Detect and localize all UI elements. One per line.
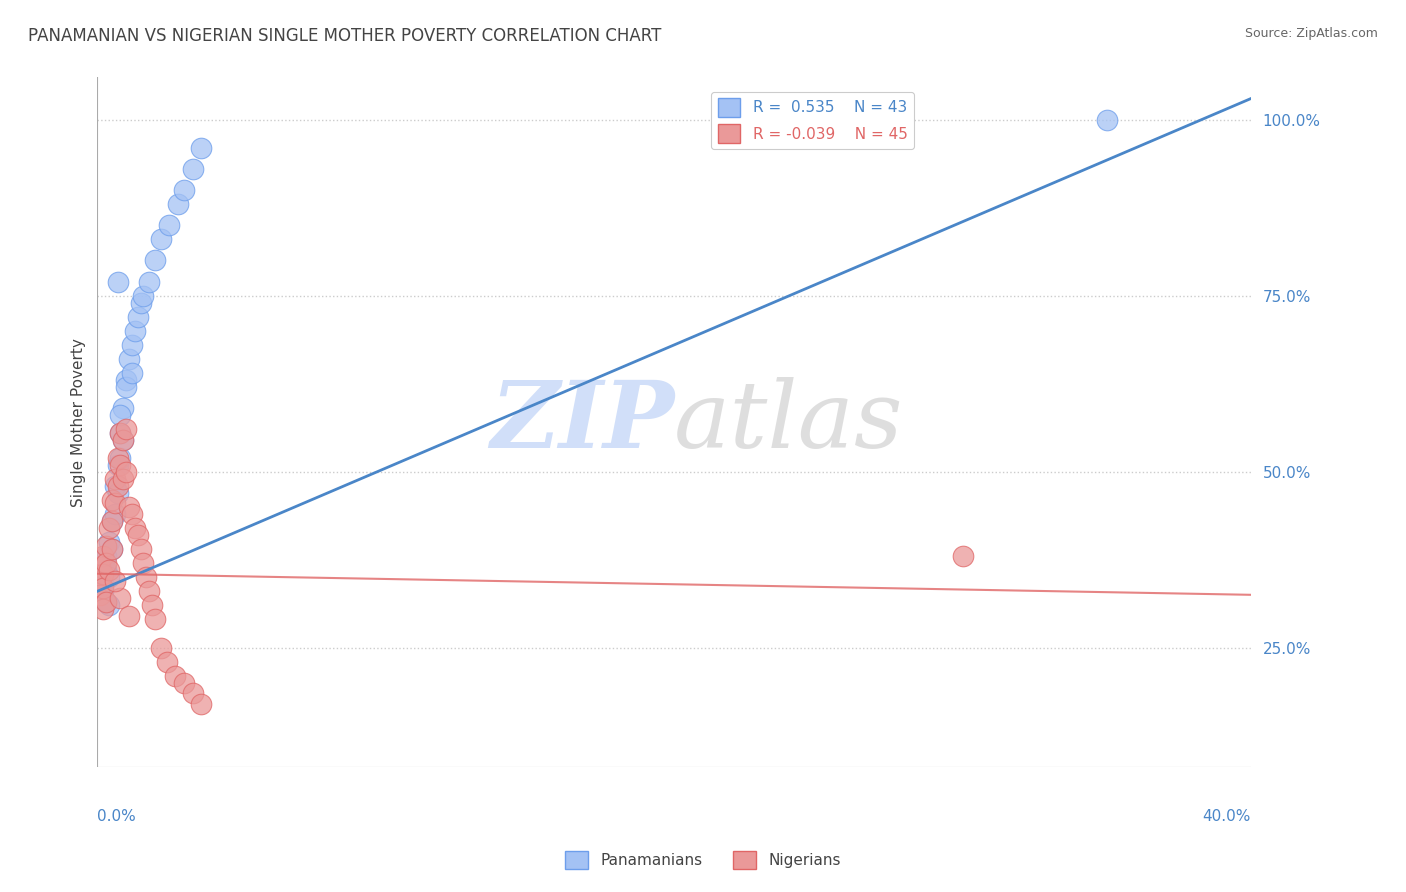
Point — [181, 161, 204, 176]
Point — [89, 588, 111, 602]
Point — [89, 581, 111, 595]
Point — [1095, 112, 1118, 127]
Point — [94, 556, 117, 570]
Point — [107, 450, 129, 465]
Text: ZIP: ZIP — [489, 377, 673, 467]
Point — [167, 197, 190, 211]
Point — [173, 675, 195, 690]
Point — [104, 496, 127, 510]
Point — [110, 425, 132, 440]
Point — [91, 566, 114, 581]
Point — [89, 566, 111, 581]
Point — [97, 599, 120, 613]
Point — [132, 556, 155, 570]
Point — [110, 591, 132, 606]
Point — [91, 584, 114, 599]
Point — [100, 492, 122, 507]
Point — [121, 366, 143, 380]
Point — [138, 584, 160, 599]
Point — [100, 542, 122, 557]
Point — [124, 521, 146, 535]
Point — [118, 500, 141, 514]
Point — [149, 232, 172, 246]
Point — [143, 253, 166, 268]
Point — [115, 422, 138, 436]
Point — [91, 577, 114, 591]
Point — [91, 602, 114, 616]
Point — [181, 686, 204, 700]
Point — [121, 338, 143, 352]
Point — [110, 409, 132, 423]
Point — [91, 591, 114, 606]
Point — [112, 472, 135, 486]
Point — [115, 380, 138, 394]
Point — [155, 655, 177, 669]
Point — [104, 507, 127, 521]
Text: PANAMANIAN VS NIGERIAN SINGLE MOTHER POVERTY CORRELATION CHART: PANAMANIAN VS NIGERIAN SINGLE MOTHER POV… — [28, 27, 661, 45]
Point — [112, 433, 135, 447]
Point — [129, 542, 152, 557]
Point — [190, 141, 212, 155]
Point — [107, 458, 129, 472]
Point — [100, 514, 122, 528]
Point — [89, 574, 111, 588]
Point — [97, 563, 120, 577]
Point — [97, 521, 120, 535]
Text: atlas: atlas — [673, 377, 904, 467]
Legend: R =  0.535    N = 43, R = -0.039    N = 45: R = 0.535 N = 43, R = -0.039 N = 45 — [711, 92, 914, 149]
Point — [121, 507, 143, 521]
Text: 0.0%: 0.0% — [97, 809, 136, 823]
Point — [91, 559, 114, 574]
Point — [100, 542, 122, 557]
Point — [110, 425, 132, 440]
Point — [110, 450, 132, 465]
Point — [104, 479, 127, 493]
Point — [129, 295, 152, 310]
Point — [115, 373, 138, 387]
Point — [94, 549, 117, 563]
Text: Source: ZipAtlas.com: Source: ZipAtlas.com — [1244, 27, 1378, 40]
Point — [91, 549, 114, 563]
Text: 40.0%: 40.0% — [1202, 809, 1251, 823]
Point — [104, 472, 127, 486]
Legend: Panamanians, Nigerians: Panamanians, Nigerians — [560, 845, 846, 875]
Point — [138, 275, 160, 289]
Point — [159, 219, 181, 233]
Point — [149, 640, 172, 655]
Point — [100, 514, 122, 528]
Point — [94, 563, 117, 577]
Point — [89, 574, 111, 588]
Point — [165, 669, 187, 683]
Point — [143, 612, 166, 626]
Point — [141, 599, 163, 613]
Point — [127, 528, 149, 542]
Point — [94, 595, 117, 609]
Point — [91, 581, 114, 595]
Point — [94, 539, 117, 553]
Point — [112, 401, 135, 416]
Point — [127, 310, 149, 324]
Point — [110, 458, 132, 472]
Y-axis label: Single Mother Poverty: Single Mother Poverty — [72, 338, 86, 507]
Point — [97, 570, 120, 584]
Point — [89, 559, 111, 574]
Point — [118, 351, 141, 366]
Point — [124, 324, 146, 338]
Point — [173, 183, 195, 197]
Point — [115, 465, 138, 479]
Point — [112, 433, 135, 447]
Point — [107, 479, 129, 493]
Point — [132, 288, 155, 302]
Point — [952, 549, 974, 563]
Point — [97, 535, 120, 549]
Point — [94, 595, 117, 609]
Point — [107, 485, 129, 500]
Point — [190, 697, 212, 711]
Point — [118, 609, 141, 624]
Point — [107, 275, 129, 289]
Point — [135, 570, 157, 584]
Point — [104, 574, 127, 588]
